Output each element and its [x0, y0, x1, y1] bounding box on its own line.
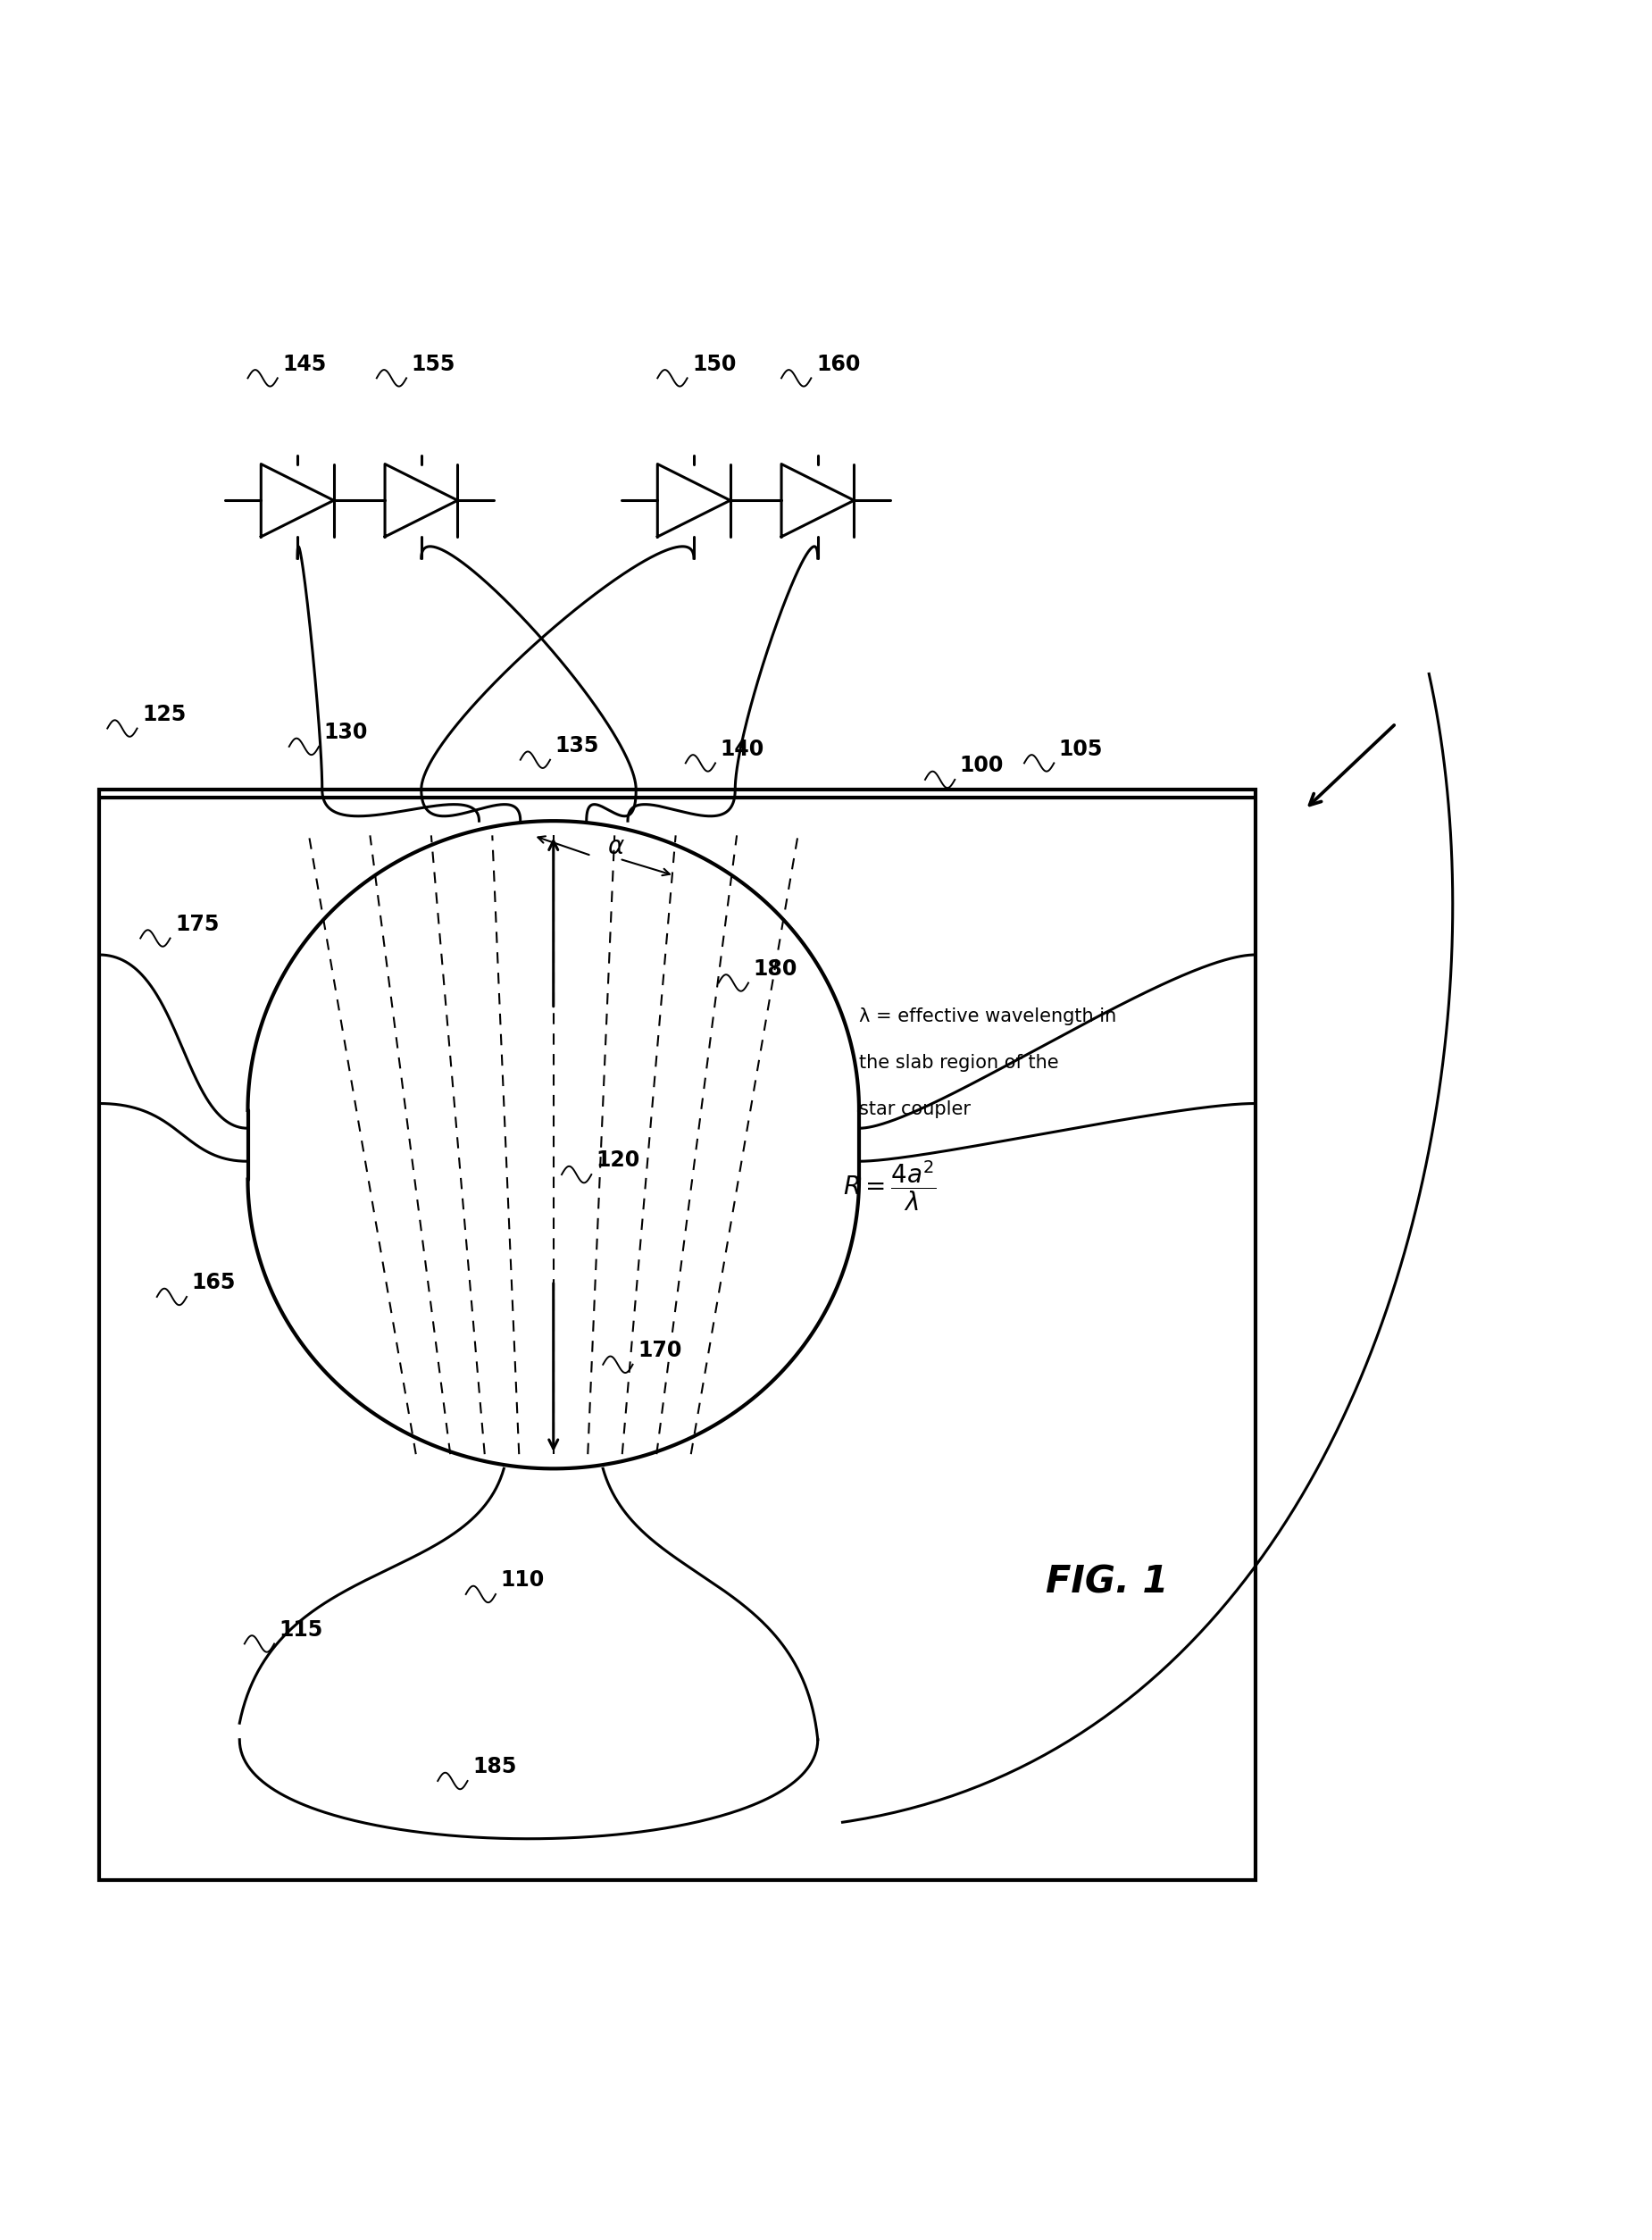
- Text: 180: 180: [753, 959, 798, 979]
- Text: 100: 100: [960, 755, 1004, 777]
- Text: 165: 165: [192, 1272, 236, 1292]
- Text: 160: 160: [816, 354, 861, 374]
- Text: star coupler: star coupler: [859, 1100, 971, 1118]
- Text: 105: 105: [1059, 739, 1104, 759]
- Text: 140: 140: [720, 739, 765, 759]
- Text: $R = \dfrac{4a^2}{\lambda}$: $R = \dfrac{4a^2}{\lambda}$: [843, 1158, 935, 1214]
- Text: 125: 125: [142, 703, 187, 726]
- Text: 130: 130: [324, 721, 368, 744]
- Text: FIG. 1: FIG. 1: [1046, 1564, 1168, 1602]
- Bar: [99, 788, 1256, 1879]
- Text: 185: 185: [472, 1756, 517, 1779]
- Text: the slab region of the: the slab region of the: [859, 1053, 1059, 1071]
- Text: $\alpha$: $\alpha$: [608, 836, 624, 860]
- Text: 135: 135: [555, 735, 600, 757]
- Text: λ = effective wavelength in: λ = effective wavelength in: [859, 1008, 1117, 1026]
- Text: 115: 115: [279, 1620, 324, 1640]
- Text: 120: 120: [596, 1149, 641, 1172]
- Text: 110: 110: [501, 1570, 545, 1590]
- Text: 150: 150: [692, 354, 737, 374]
- Text: 175: 175: [175, 914, 220, 934]
- Text: 170: 170: [638, 1340, 682, 1362]
- Text: 145: 145: [282, 354, 327, 374]
- Text: 155: 155: [411, 354, 456, 374]
